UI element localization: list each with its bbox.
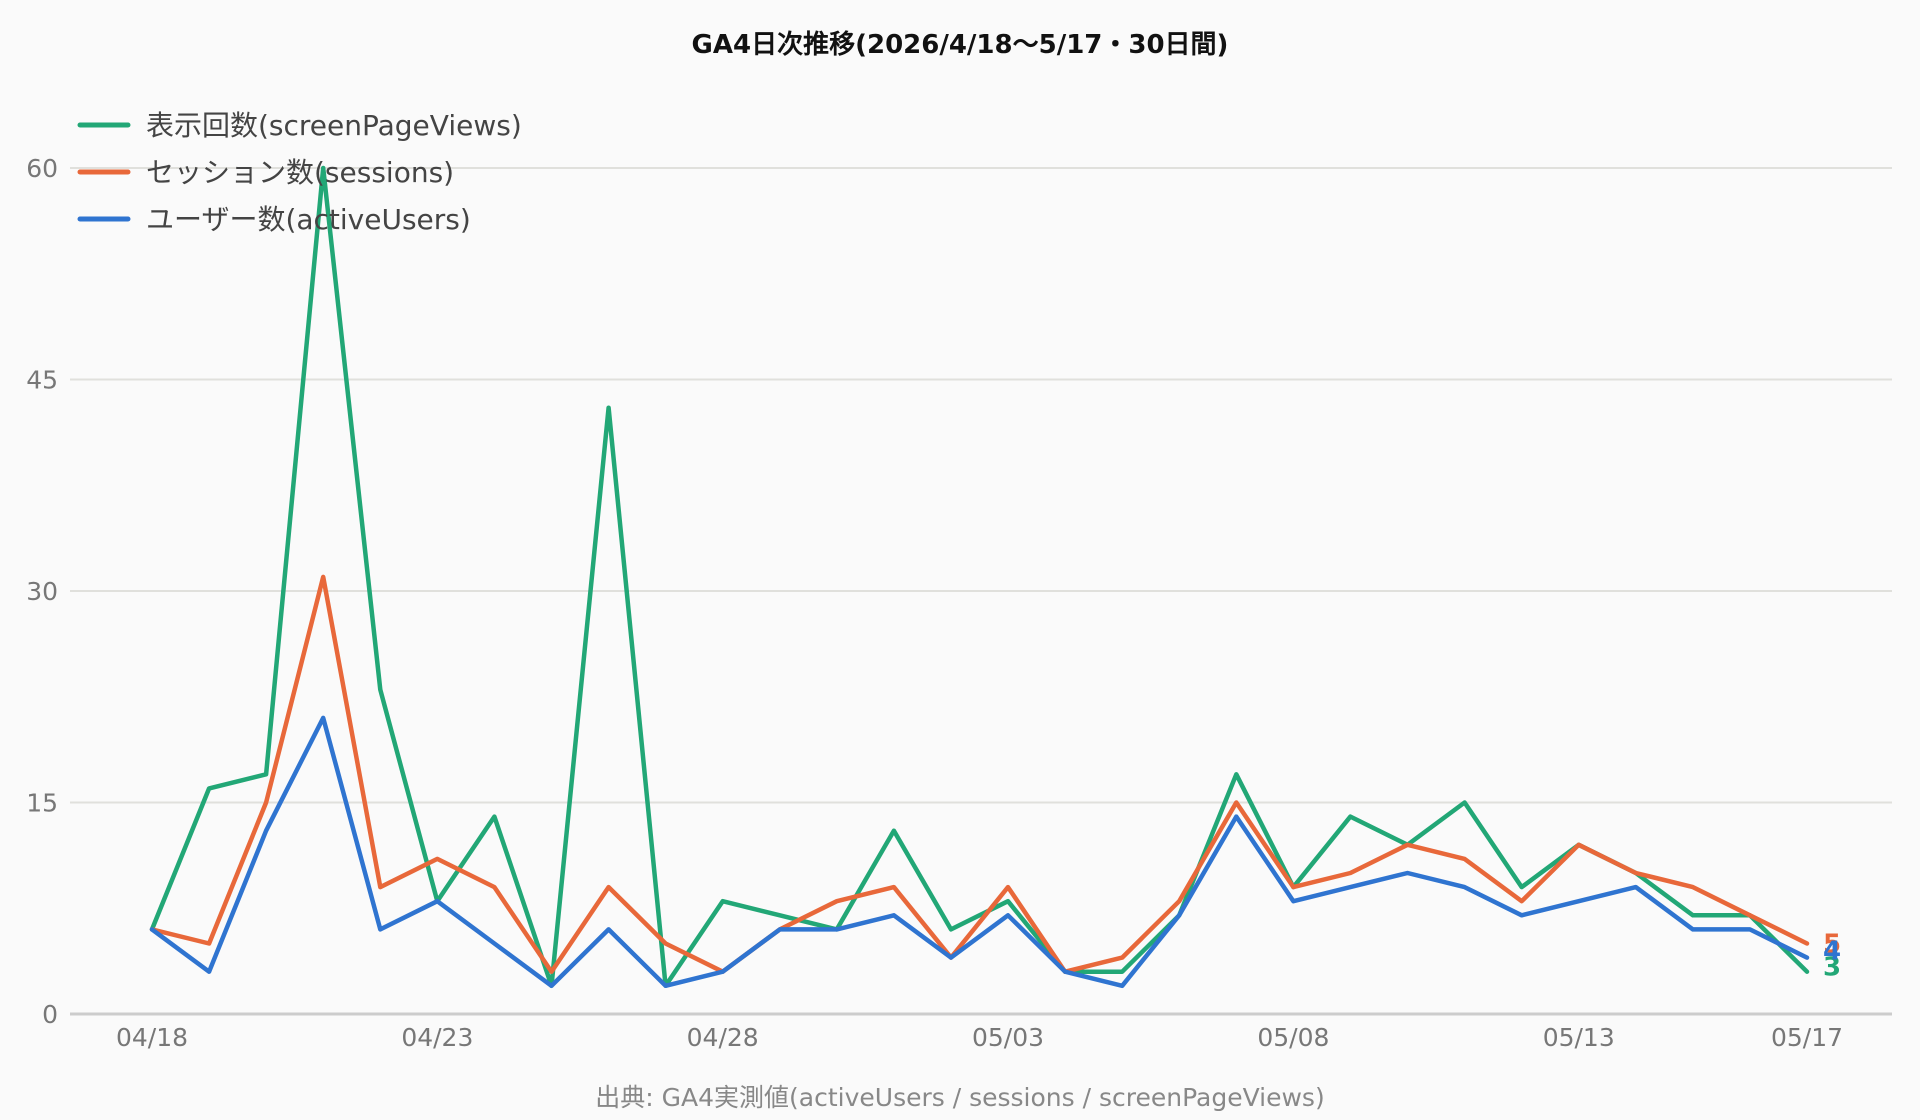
legend: 表示回数(screenPageViews) セッション数(sessions) ユーザ… xyxy=(77,109,522,236)
end-label-2: 4 xyxy=(1823,937,1841,967)
legend-label-2: ユーザー数(activeUsers) xyxy=(146,203,471,236)
x-tick-label: 05/08 xyxy=(1257,1023,1329,1052)
x-axis: 04/18 04/23 04/28 05/03 05/08 05/13 05/17 xyxy=(116,1023,1843,1052)
x-tick-label: 05/17 xyxy=(1771,1023,1843,1052)
y-tick-label: 15 xyxy=(26,789,58,818)
x-tick-label: 04/23 xyxy=(401,1023,473,1052)
y-axis: 0 15 30 45 60 xyxy=(26,154,58,1029)
y-tick-label: 30 xyxy=(26,577,58,606)
series-line-1 xyxy=(149,574,1810,974)
y-tick-label: 0 xyxy=(42,1000,58,1029)
legend-label-1: セッション数(sessions) xyxy=(146,156,454,189)
y-tick-label: 45 xyxy=(26,366,58,395)
x-tick-label: 05/03 xyxy=(972,1023,1044,1052)
source-note: 出典: GA4実測値(activeUsers / sessions / scre… xyxy=(595,1083,1324,1112)
end-label-0: 3 xyxy=(1823,953,1841,983)
end-label-1: 5 xyxy=(1823,930,1841,960)
series-lines xyxy=(149,165,1810,989)
x-tick-label: 04/28 xyxy=(687,1023,759,1052)
y-tick-label: 60 xyxy=(26,154,58,183)
x-tick-label: 05/13 xyxy=(1543,1023,1615,1052)
chart-title: GA4日次推移(2026/4/18〜5/17・30日間) xyxy=(692,30,1229,60)
legend-label-0: 表示回数(screenPageViews) xyxy=(146,109,522,142)
end-labels: 354 xyxy=(1823,930,1841,983)
grid-lines xyxy=(70,167,1892,1016)
x-tick-label: 04/18 xyxy=(116,1023,188,1052)
series-line-2 xyxy=(149,715,1810,989)
